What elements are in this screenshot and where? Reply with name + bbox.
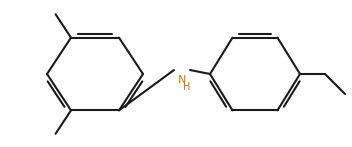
Text: H: H — [183, 82, 191, 92]
Text: N: N — [178, 75, 186, 85]
